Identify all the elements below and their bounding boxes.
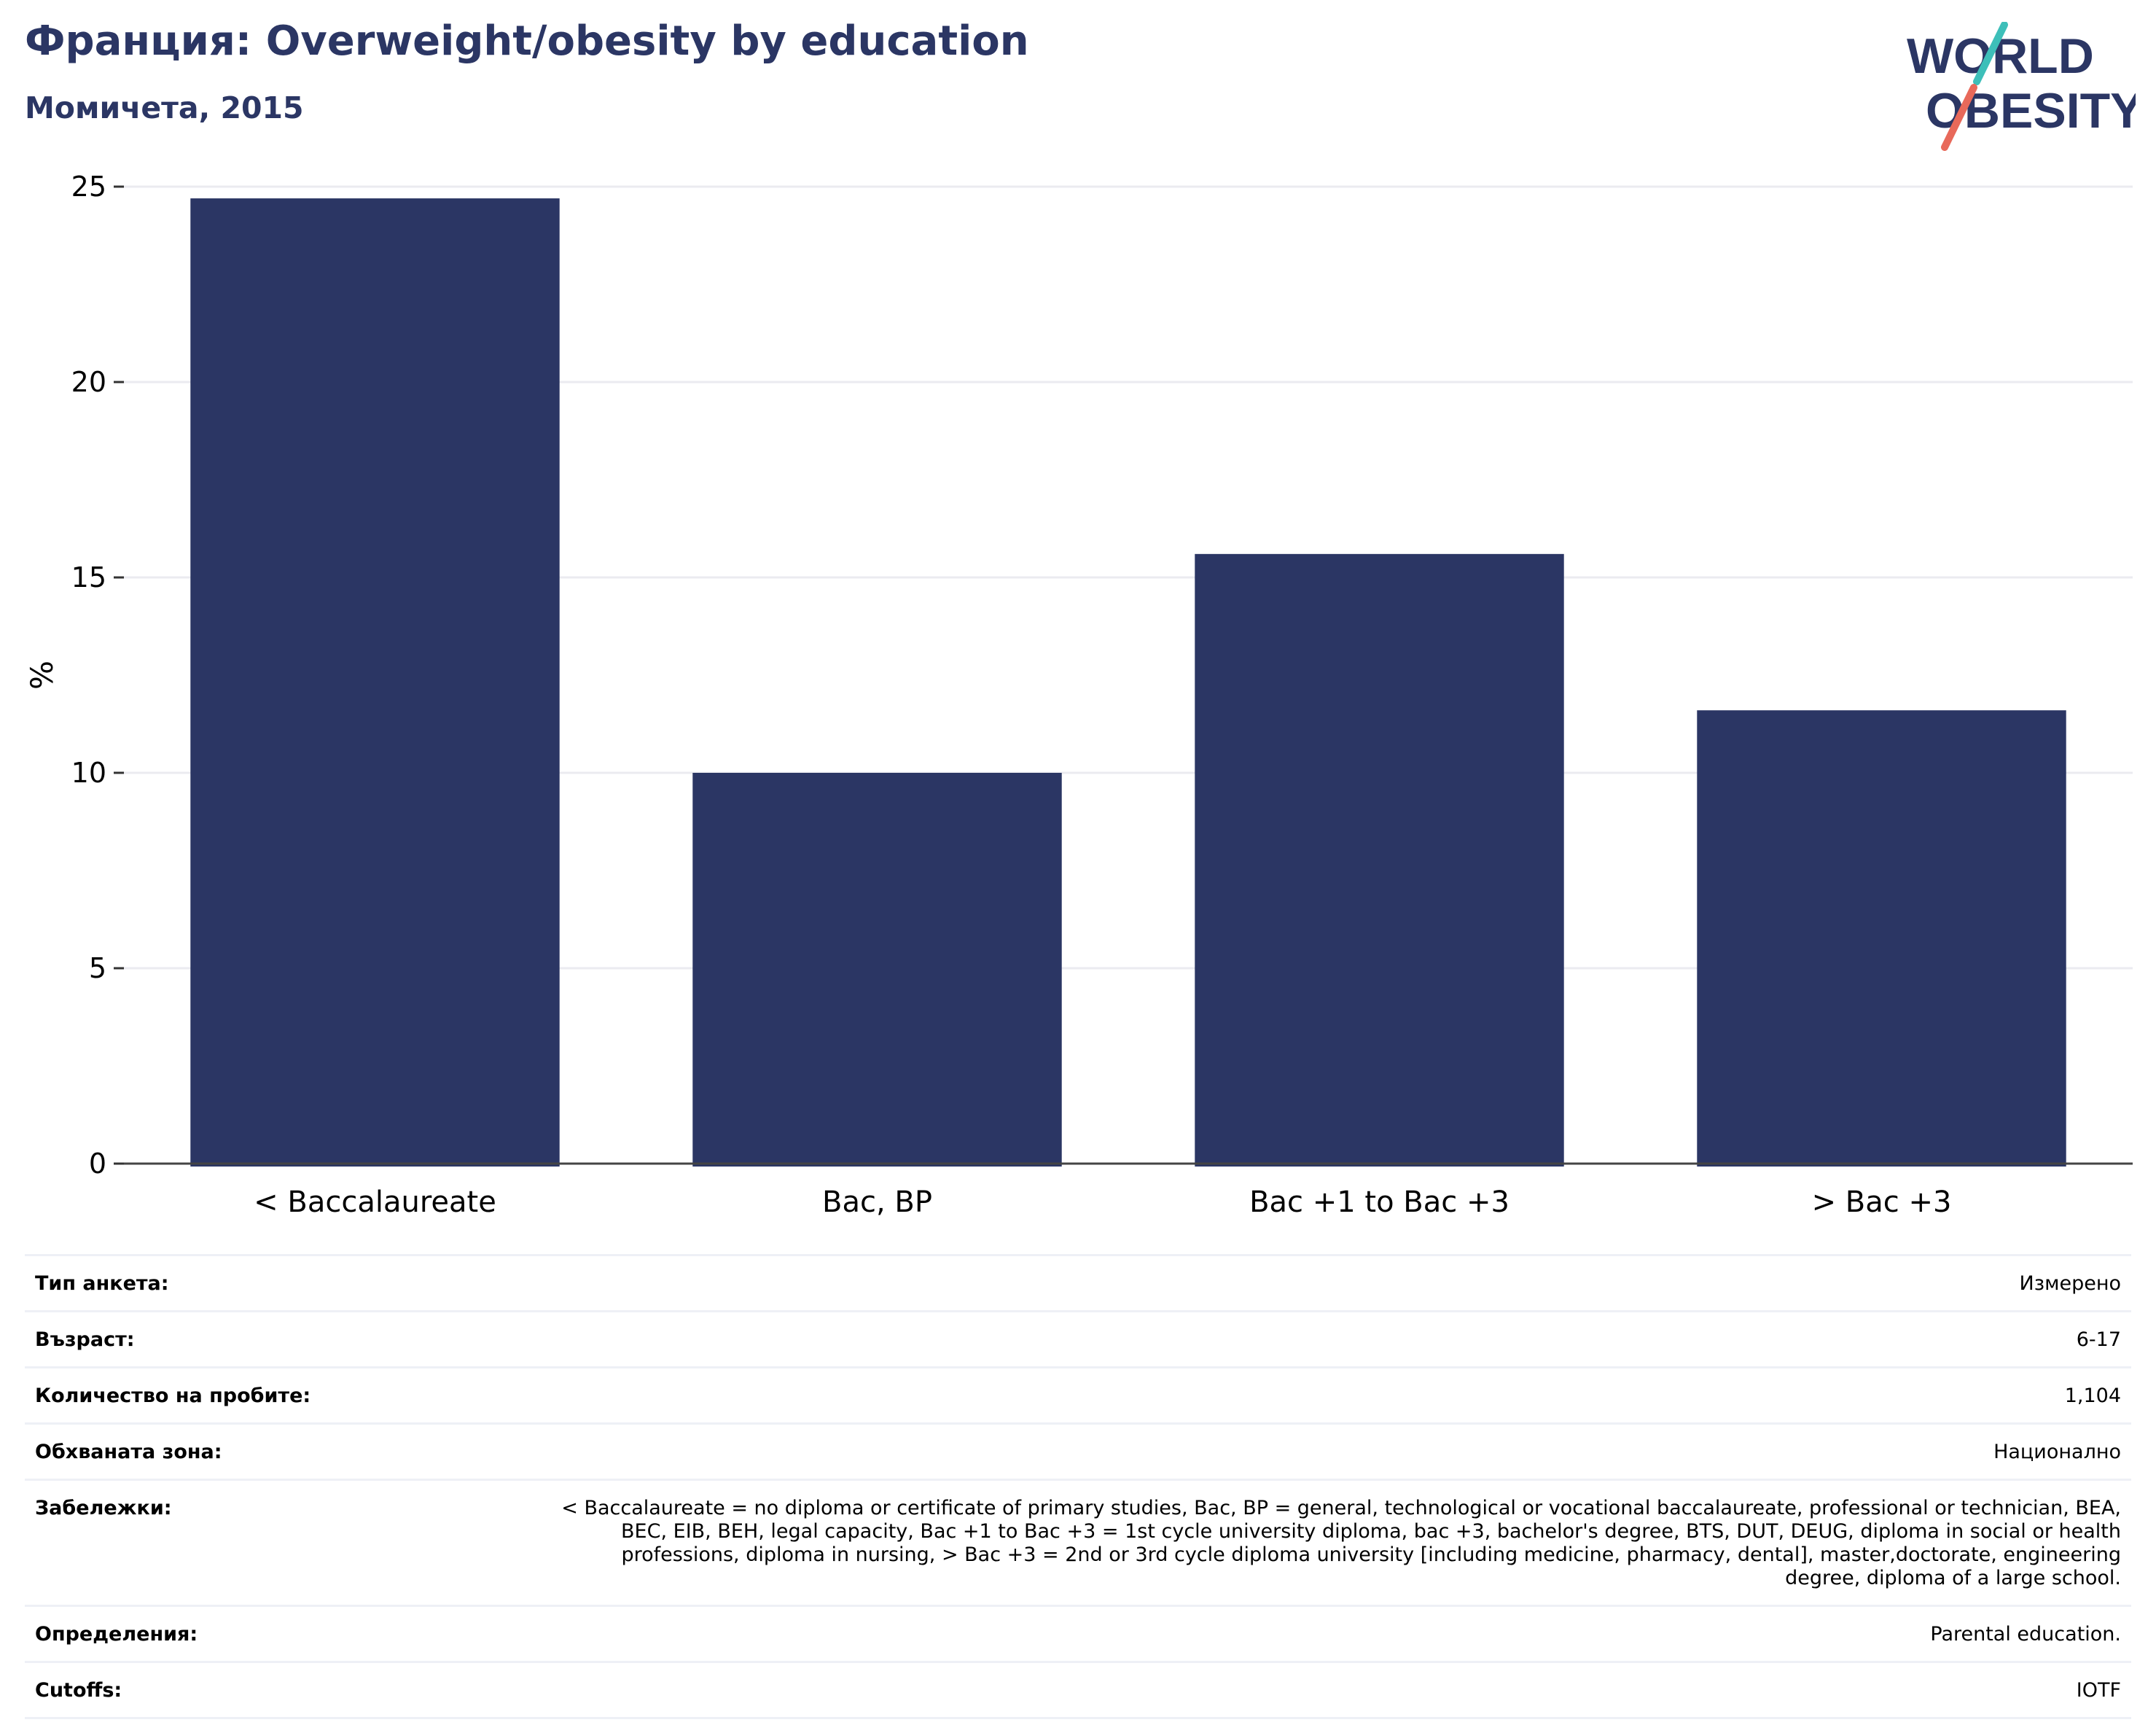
bar-chart: 0 5 10 15 20 25% < Baccalaureate Bac, BP Bac +1 …: [24, 171, 2133, 1219]
info-row-label: Cutoffs:: [35, 1679, 122, 1702]
info-row-value: Parental education.: [1930, 1623, 2121, 1646]
chart-title: Франция: Overweight/obesity by education: [25, 17, 1029, 65]
bars: [190, 198, 2066, 1167]
chart-subtitle: Момичета, 2015: [25, 90, 304, 125]
bar: [190, 198, 560, 1167]
y-tick-label: 5: [89, 952, 106, 984]
info-row: Възраст: 6-17: [25, 1310, 2131, 1366]
y-axis-label: %: [24, 661, 60, 690]
x-tick-label: > Bac +3: [1812, 1185, 1952, 1219]
info-row: Определения: Parental education.: [25, 1605, 2131, 1661]
info-row-value: < Baccalaureate = no diploma or certific…: [561, 1497, 2121, 1589]
x-tick-label: < Baccalaureate: [254, 1185, 496, 1219]
y-tick-label: 15: [71, 561, 106, 593]
info-table: Тип анкета: Измерено Възраст: 6-17 Количеств…: [25, 1254, 2131, 1719]
y-tick-label: 10: [71, 757, 106, 789]
info-row-value: Измерено: [2019, 1272, 2121, 1295]
y-tick-label: 25: [71, 171, 106, 203]
info-row-label: Количество на пробите:: [35, 1385, 311, 1407]
bar: [1697, 710, 2066, 1167]
y-tick-label: 20: [71, 366, 106, 398]
info-row-value: IOTF: [2076, 1679, 2121, 1702]
info-row-value: 6-17: [2076, 1328, 2121, 1351]
logo-slash-teal: [1973, 22, 2008, 85]
info-row: Забележки: < Baccalaureate = no diploma o…: [25, 1479, 2131, 1605]
bar: [1195, 553, 1564, 1167]
x-tick-label: Bac, BP: [822, 1185, 932, 1219]
info-row: Cutoffs: IOTF: [25, 1661, 2131, 1719]
info-row-value: Национално: [1993, 1441, 2121, 1463]
info-row-label: Тип анкета:: [35, 1272, 169, 1295]
y-tick-label: 0: [89, 1148, 106, 1180]
x-tick-label: Bac +1 to Bac +3: [1249, 1185, 1509, 1219]
info-row-label: Забележки:: [35, 1497, 172, 1519]
bar: [692, 773, 1062, 1167]
info-row: Тип анкета: Измерено: [25, 1254, 2131, 1310]
info-row: Количество на пробите: 1,104: [25, 1366, 2131, 1422]
axes: 0 5 10 15 20 25% < Baccalaureate Bac, BP Bac +1 …: [24, 171, 2133, 1219]
info-row-label: Възраст:: [35, 1328, 135, 1351]
logo-slash-red: [1941, 84, 1977, 151]
info-row: Обхваната зона: Национално: [25, 1422, 2131, 1479]
world-obesity-logo: WORLD OBESITY: [1907, 22, 2136, 151]
info-row-label: Обхваната зона:: [35, 1441, 222, 1463]
info-row-label: Определения:: [35, 1623, 198, 1646]
info-row-value: 1,104: [2064, 1385, 2121, 1407]
